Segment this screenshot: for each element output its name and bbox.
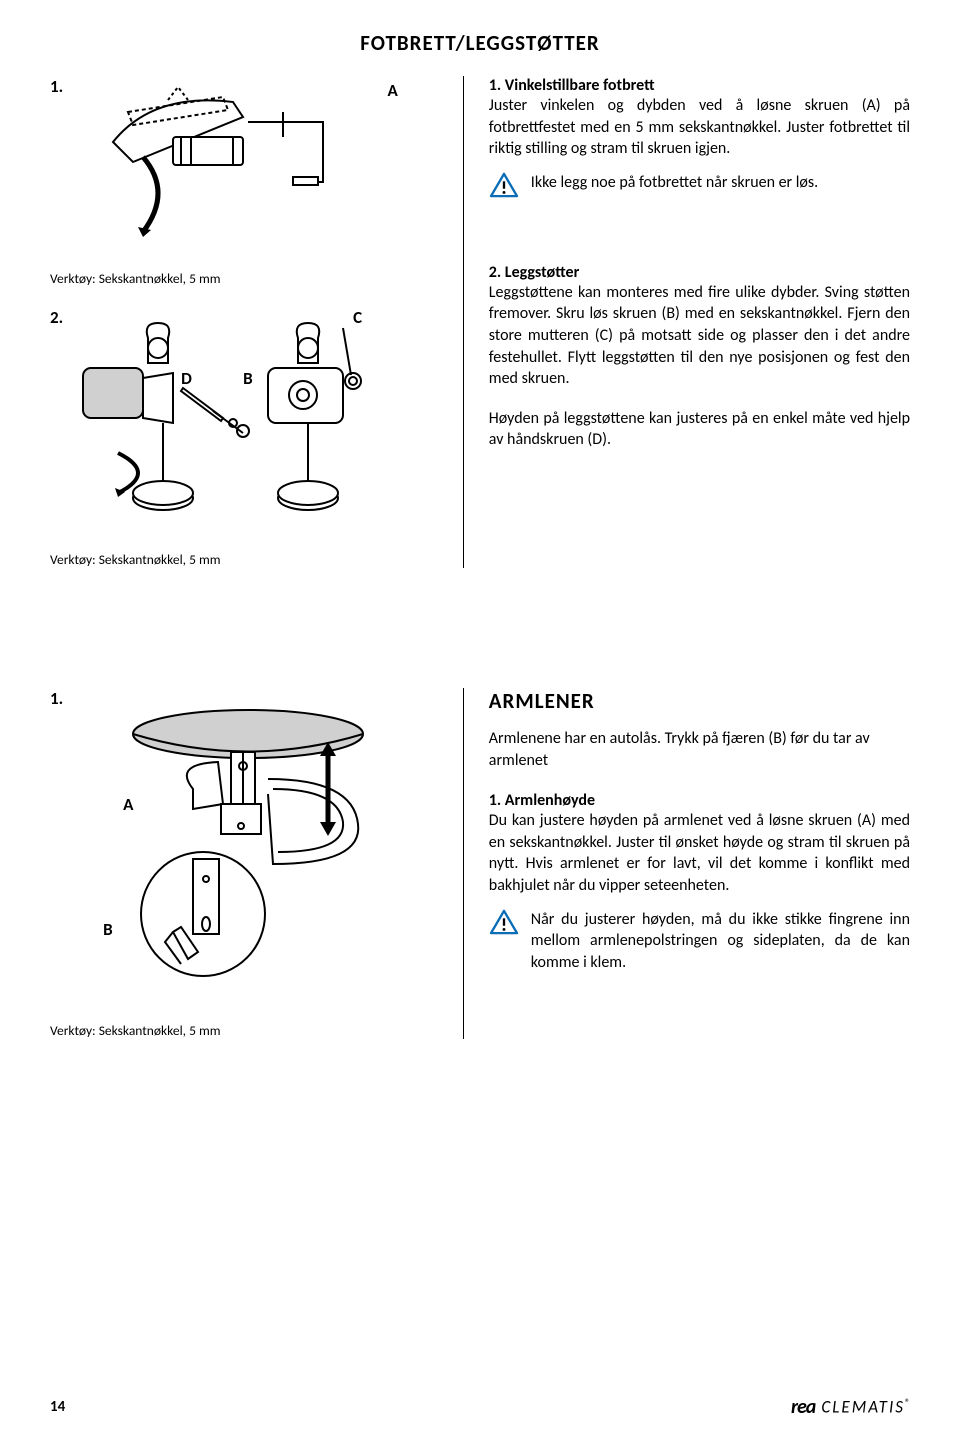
step2-body1: Leggstøttene kan monteres med fire ulike… — [489, 282, 910, 390]
caption-tools-2: Verktøy: Sekskantnøkkel, 5 mm — [50, 551, 438, 568]
step1-number: 1. — [50, 76, 63, 97]
warning-icon — [489, 909, 519, 935]
label-d: D — [181, 368, 192, 389]
armrest-intro: Armlenene har en autolås. Trykk på fjære… — [489, 728, 910, 771]
step1-warning: Ikke legg noe på fotbrettet når skruen e… — [489, 172, 910, 198]
legrest-illustration — [73, 313, 403, 543]
page-number: 14 — [50, 1398, 65, 1416]
step1-body: Juster vinkelen og dybden ved å løsne sk… — [489, 95, 910, 160]
warning-icon — [489, 172, 519, 198]
brand-logo: rea CLEMATIS® — [791, 1395, 910, 1419]
section1-left: 1. — [50, 76, 463, 568]
armrest-label-b: B — [103, 919, 113, 940]
section2-left: 1. — [50, 688, 463, 1039]
section1-columns: 1. — [50, 76, 910, 568]
step2-number: 2. — [50, 307, 63, 328]
section2-title: ARMLENER — [489, 688, 910, 714]
armrest-warning-text: Når du justerer høyden, må du ikke stikk… — [531, 909, 910, 974]
step2-body2: Høyden på leggstøttene kan justeres på e… — [489, 408, 910, 451]
step1-warning-text: Ikke legg noe på fotbrettet når skruen e… — [531, 172, 818, 194]
brand-sub: CLEMATIS — [821, 1397, 905, 1418]
armrest-illustration — [73, 694, 403, 994]
step1-heading: 1. Vinkelstillbare fotbrett — [489, 76, 655, 95]
armrest-label-a: A — [123, 794, 133, 815]
armrest-step1-body: Du kan justere høyden på armlenet ved å … — [489, 810, 910, 896]
brand-main: rea — [791, 1395, 815, 1419]
section1-right: 1. Vinkelstillbare fotbrett Juster vinke… — [463, 76, 910, 568]
armrest-step1-number: 1. — [50, 688, 63, 709]
footrest-illustration — [73, 82, 373, 262]
label-b: B — [243, 368, 253, 389]
caption-tools-3: Verktøy: Sekskantnøkkel, 5 mm — [50, 1022, 438, 1039]
armrest-step1-heading: 1. Armlenhøyde — [489, 791, 595, 810]
step2-heading: 2. Leggstøtter — [489, 263, 579, 282]
page-footer: 14 rea CLEMATIS® — [50, 1395, 910, 1419]
section1-title: FOTBRETT/LEGGSTØTTER — [50, 30, 910, 56]
section2-columns: 1. — [50, 688, 910, 1039]
label-a: A — [387, 80, 397, 101]
section2-right: ARMLENER Armlenene har en autolås. Trykk… — [463, 688, 910, 1039]
label-c: C — [353, 307, 362, 328]
caption-tools-1: Verktøy: Sekskantnøkkel, 5 mm — [50, 270, 438, 287]
armrest-warning: Når du justerer høyden, må du ikke stikk… — [489, 909, 910, 974]
brand-reg: ® — [905, 1396, 910, 1409]
